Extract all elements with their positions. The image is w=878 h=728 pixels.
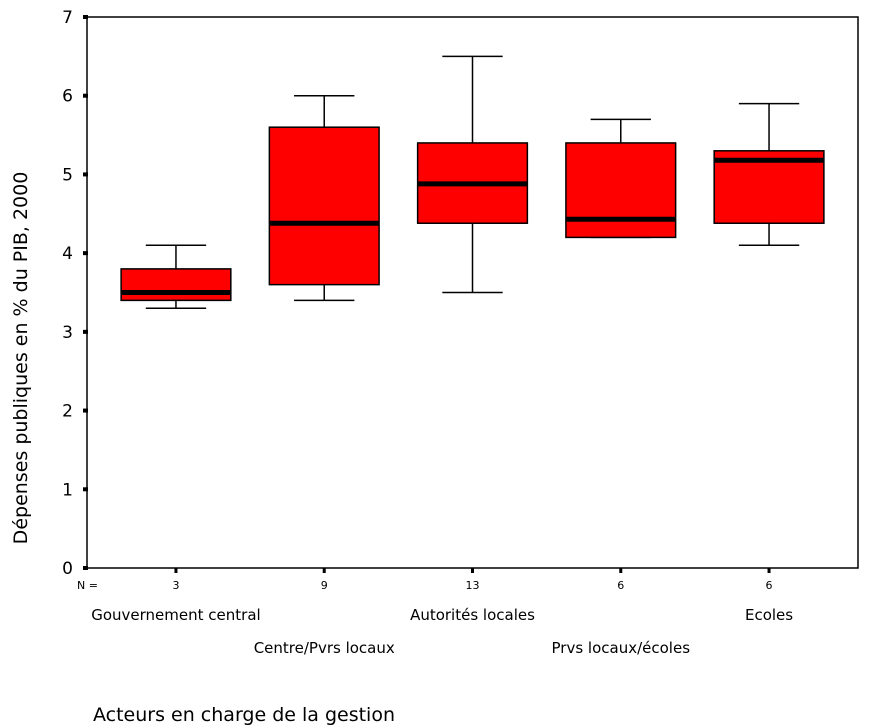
box-group (565, 118, 677, 239)
box-group (268, 94, 380, 302)
n-label: 3 (172, 579, 179, 592)
y-tick-label: 5 (62, 165, 73, 185)
y-tick-mark (83, 408, 88, 413)
y-tick-label: 7 (62, 8, 73, 28)
category-label: Autorités locales (410, 606, 535, 624)
y-tick-label: 3 (62, 323, 73, 343)
category-label: Ecoles (745, 606, 793, 624)
y-tick-mark (83, 251, 88, 256)
box-iqr (120, 268, 232, 302)
box-iqr (268, 126, 380, 286)
y-tick-mark (83, 566, 88, 570)
x-tick-mark (174, 568, 178, 573)
y-tick-mark (83, 487, 88, 492)
x-tick-mark (322, 568, 326, 573)
n-label: 6 (617, 579, 624, 592)
box-group (713, 102, 825, 247)
category-label: Centre/Pvrs locaux (254, 639, 395, 657)
box-iqr (565, 142, 677, 239)
n-label: 13 (466, 579, 480, 592)
y-tick-mark (83, 329, 88, 334)
x-labels: 3 Gouvernement central 9 Centre/Pvrs locaux… (91, 568, 793, 657)
y-tick-label: 2 (62, 402, 73, 422)
y-tick-label: 6 (62, 87, 73, 107)
n-label: 9 (321, 579, 328, 592)
y-axis-title: Dépenses publiques en % du PIB, 2000 (10, 172, 32, 545)
boxes (120, 55, 825, 309)
y-tick-mark (83, 15, 88, 19)
category-label: Gouvernement central (91, 606, 260, 624)
y-tick-mark (83, 172, 88, 177)
y-tick-label: 1 (62, 480, 73, 500)
n-prefix-label: N = (77, 579, 98, 592)
box-group (120, 244, 232, 309)
box-group (416, 55, 529, 294)
x-tick-mark (619, 568, 623, 573)
category-label: Prvs locaux/écoles (552, 639, 691, 657)
y-tick-label: 4 (62, 244, 73, 264)
x-tick-mark (471, 568, 474, 573)
x-tick-mark (767, 568, 771, 573)
y-axis: 0 1 2 3 4 5 6 7 (62, 8, 88, 579)
box-iqr (713, 150, 825, 224)
n-label: 6 (766, 579, 773, 592)
y-tick-mark (83, 93, 88, 98)
y-tick-label: 0 (62, 559, 73, 579)
x-axis-title: Acteurs en charge de la gestion (93, 704, 395, 726)
